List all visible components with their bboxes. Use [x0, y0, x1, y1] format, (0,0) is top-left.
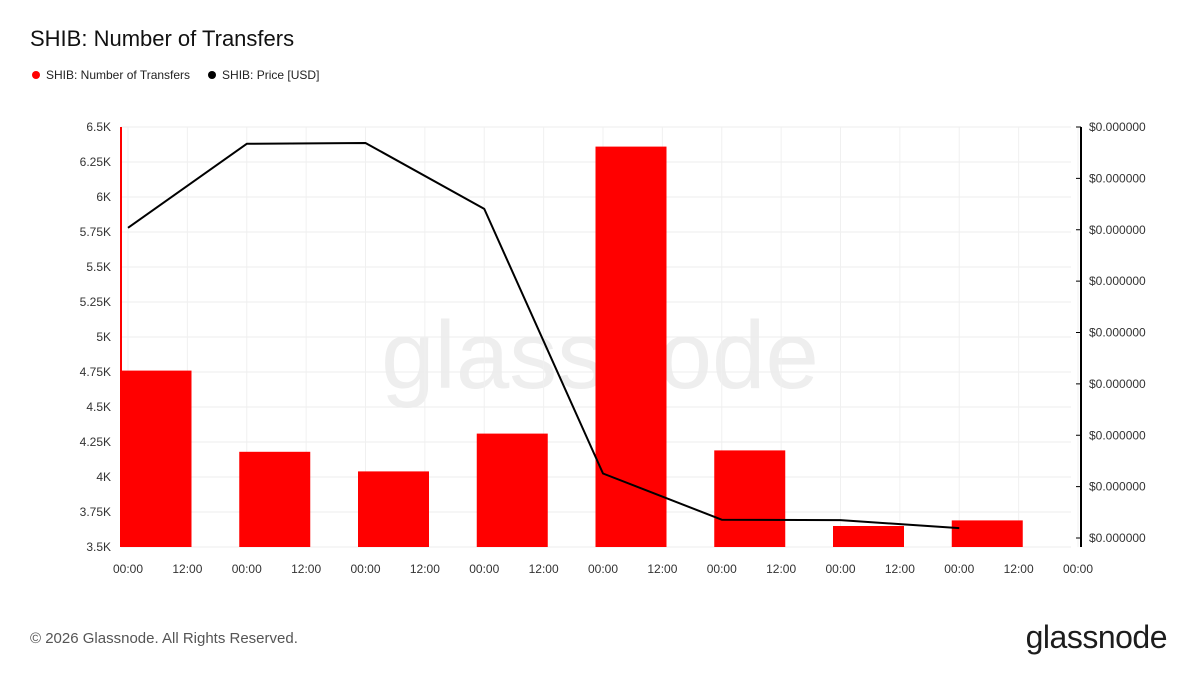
footer-copyright: © 2026 Glassnode. All Rights Reserved. — [30, 630, 298, 647]
legend-item-transfers[interactable]: SHIB: Number of Transfers — [32, 68, 190, 82]
bar-transfers — [476, 433, 548, 547]
y-left-tick-label: 4.75K — [80, 365, 111, 379]
x-tick-label: 00:00 — [944, 562, 974, 576]
y-right-tick-label: $0.000000 — [1089, 274, 1146, 288]
bar-transfers — [951, 520, 1023, 547]
legend-dot-transfers — [32, 71, 40, 79]
y-left-tick-label: 6.25K — [80, 155, 111, 169]
line-layer — [127, 141, 960, 530]
bar-transfers — [714, 450, 786, 547]
y-left-tick-label: 4K — [96, 470, 111, 484]
y-left-tick-label: 5.25K — [80, 295, 111, 309]
y-right-tick-label: $0.000000 — [1089, 223, 1146, 237]
x-tick-label: 12:00 — [647, 562, 677, 576]
legend-label-price: SHIB: Price [USD] — [222, 68, 320, 82]
legend-dot-price — [208, 71, 217, 79]
x-tick-label: 00:00 — [825, 562, 855, 576]
x-tick-label: 12:00 — [291, 562, 321, 576]
y-right-tick-label: $0.000000 — [1089, 171, 1146, 185]
legend-item-price[interactable]: SHIB: Price [USD] — [208, 68, 319, 82]
chart-legend: SHIB: Number of Transfers SHIB: Price [U… — [32, 68, 319, 82]
x-tick-label: 00:00 — [588, 562, 618, 576]
x-tick-label: 00:00 — [1063, 562, 1093, 576]
chart-title: SHIB: Number of Transfers — [30, 26, 295, 51]
y-right-tick-label: $0.000000 — [1089, 326, 1146, 340]
y-left-tick-label: 5.5K — [86, 260, 111, 274]
y-right-tick-label: $0.000000 — [1089, 480, 1146, 494]
x-tick-label: 12:00 — [766, 562, 796, 576]
bar-transfers — [239, 451, 311, 547]
footer-logo: glassnode — [1025, 619, 1168, 655]
bar-transfers — [358, 471, 429, 547]
y-right-tick-label: $0.000000 — [1089, 428, 1146, 442]
price-line — [127, 141, 960, 530]
y-left-tick-label: 3.5K — [86, 540, 111, 554]
y-left-tick-label: 6K — [96, 190, 111, 204]
bar-transfers — [833, 526, 904, 547]
x-tick-label: 12:00 — [410, 562, 440, 576]
x-tick-label: 00:00 — [469, 562, 499, 576]
y-left-tick-label: 3.75K — [80, 505, 111, 519]
y-left-tick-label: 5.75K — [80, 225, 111, 239]
x-tick-label: 00:00 — [113, 562, 143, 576]
axes-layer: 3.5K 3.75K 4K 4.25K 4.5K 4.75K 5K 5.25K 5.5K 5.75… — [80, 120, 1146, 576]
x-tick-label: 12:00 — [885, 562, 915, 576]
x-tick-label: 12:00 — [1004, 562, 1034, 576]
x-tick-label: 12:00 — [529, 562, 559, 576]
x-tick-label: 00:00 — [707, 562, 737, 576]
y-left-tick-label: 4.5K — [86, 400, 111, 414]
x-tick-label: 00:00 — [232, 562, 262, 576]
x-tick-label: 00:00 — [350, 562, 380, 576]
bars-layer — [120, 146, 1023, 547]
y-right-tick-label: $0.000000 — [1089, 531, 1146, 545]
x-tick-label: 12:00 — [172, 562, 202, 576]
y-left-tick-label: 4.25K — [80, 435, 111, 449]
y-right-tick-label: $0.000000 — [1089, 120, 1146, 134]
y-right-tick-label: $0.000000 — [1089, 377, 1146, 391]
bar-transfers — [595, 146, 667, 547]
y-left-tick-label: 6.5K — [86, 120, 111, 134]
legend-label-transfers: SHIB: Number of Transfers — [46, 68, 191, 82]
bar-transfers — [120, 370, 192, 547]
y-left-tick-label: 5K — [96, 330, 111, 344]
